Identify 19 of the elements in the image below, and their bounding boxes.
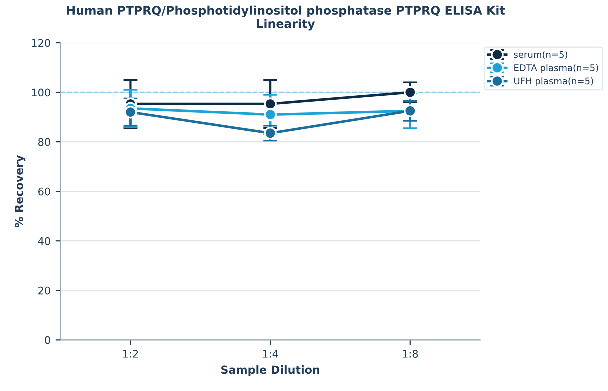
y-tick-label: 100: [32, 88, 50, 97]
legend-label: serum(n=5): [514, 51, 568, 60]
legend-label: EDTA plasma(n=5): [514, 64, 598, 74]
y-tick-label: 20: [38, 286, 50, 295]
x-axis-title: Sample Dilution: [222, 366, 320, 376]
y-tick-label: 80: [38, 138, 50, 146]
point: [264, 108, 277, 122]
point: [124, 106, 138, 119]
x-tick-label: 1:2: [123, 350, 138, 358]
point: [404, 86, 417, 99]
x-tick-label: 1:4: [263, 350, 278, 358]
legend-label: UFH plasma(n=5): [514, 78, 594, 86]
chart-title: Human PTPRQ/Phosphotidylinositol phosphatase PTPRQ ELISA Kit Linearity: [67, 6, 506, 31]
y-axis-title: % Recovery: [14, 155, 26, 228]
x-tick-label: 1:8: [403, 350, 418, 358]
y-tick-label: 60: [38, 188, 50, 196]
y-tick-label: 0: [45, 336, 50, 344]
y-tick-label: 40: [38, 237, 50, 246]
y-tick-label: 120: [32, 39, 50, 48]
